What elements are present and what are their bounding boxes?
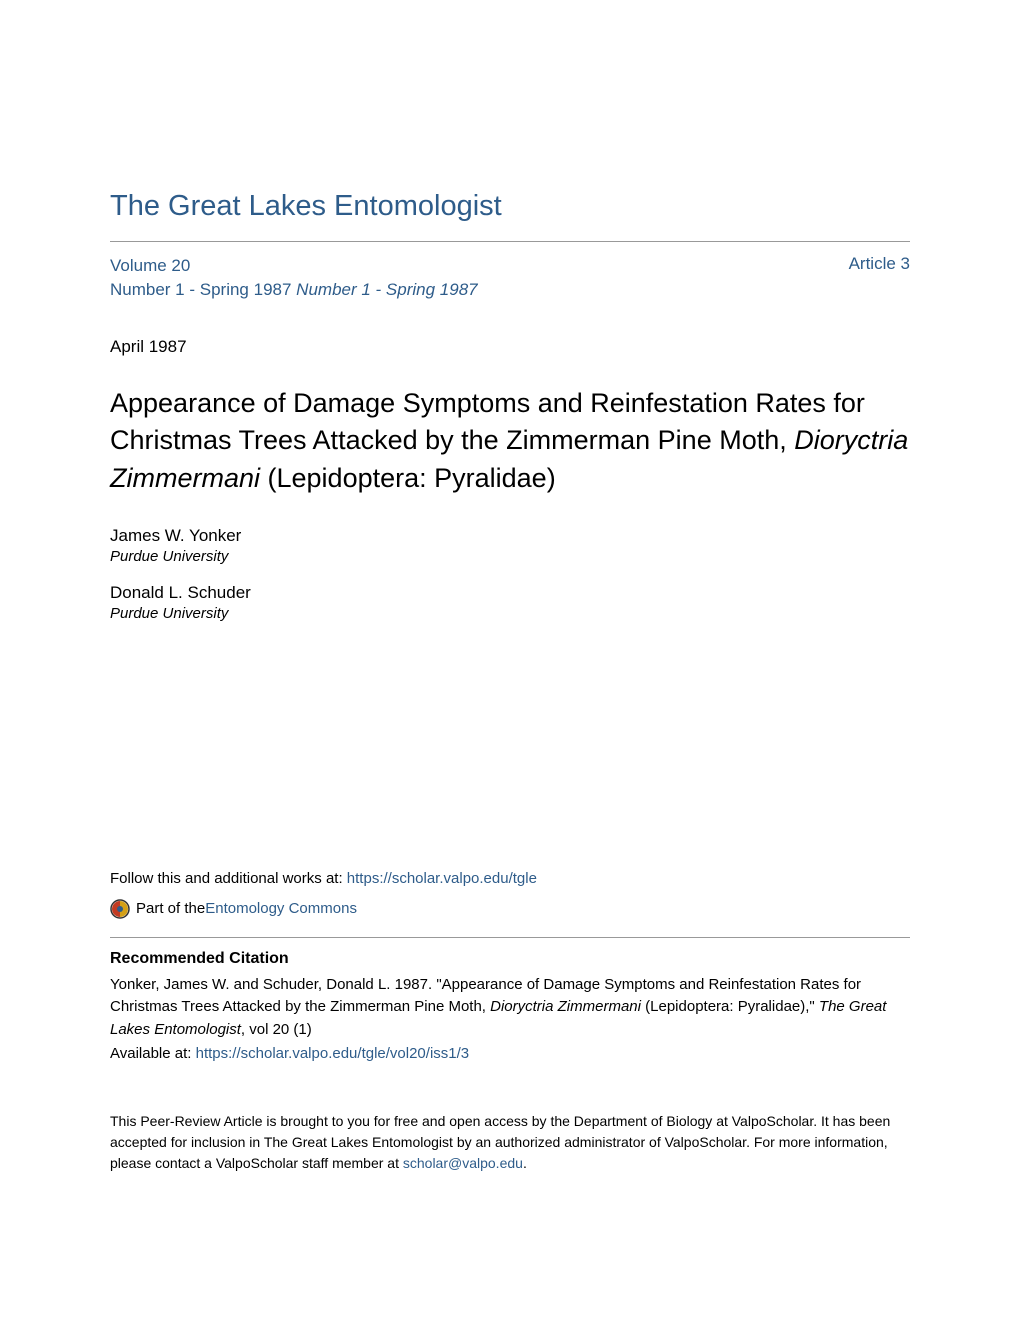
divider-top — [110, 241, 910, 242]
recommended-citation-heading: Recommended Citation — [110, 950, 910, 968]
volume-link[interactable]: Volume 20 — [110, 256, 190, 275]
author-affiliation: Purdue University — [110, 605, 910, 622]
follow-line: Follow this and additional works at: htt… — [110, 870, 910, 887]
citation-text: Yonker, James W. and Schuder, Donald L. … — [110, 974, 910, 1042]
citation-italic1: Dioryctria Zimmermani — [490, 998, 641, 1015]
article-number: Article 3 — [849, 254, 910, 274]
citation-part3: (Lepidoptera: Pyralidae)," — [641, 998, 819, 1015]
follow-link[interactable]: https://scholar.valpo.edu/tgle — [347, 870, 537, 887]
footer-email-link[interactable]: scholar@valpo.edu — [403, 1155, 523, 1171]
publication-date: April 1987 — [110, 337, 910, 357]
follow-prefix: Follow this and additional works at: — [110, 870, 347, 887]
commons-link[interactable]: Entomology Commons — [205, 900, 357, 917]
spacer — [110, 640, 910, 870]
author-block-1: James W. Yonker Purdue University — [110, 526, 910, 565]
author-name: Donald L. Schuder — [110, 583, 910, 603]
number-link[interactable]: Number 1 - Spring 1987 Number 1 - Spring… — [110, 280, 478, 299]
article-title: Appearance of Damage Symptoms and Reinfe… — [110, 385, 910, 498]
available-prefix: Available at: — [110, 1045, 196, 1062]
title-part3: (Lepidoptera: Pyralidae) — [260, 463, 556, 493]
footer-text: This Peer-Review Article is brought to y… — [110, 1111, 910, 1174]
commons-line: Part of the Entomology Commons — [110, 899, 910, 919]
author-affiliation: Purdue University — [110, 548, 910, 565]
footer-spacer — [110, 1066, 910, 1111]
author-block-2: Donald L. Schuder Purdue University — [110, 583, 910, 622]
journal-title-link[interactable]: The Great Lakes Entomologist — [110, 190, 502, 222]
author-name: James W. Yonker — [110, 526, 910, 546]
commons-icon — [110, 899, 130, 919]
available-line: Available at: https://scholar.valpo.edu/… — [110, 1043, 910, 1066]
available-link[interactable]: https://scholar.valpo.edu/tgle/vol20/iss… — [196, 1045, 470, 1062]
issue-row: Volume 20 Number 1 - Spring 1987 Number … — [110, 254, 910, 302]
issue-info: Volume 20 Number 1 - Spring 1987 Number … — [110, 254, 478, 302]
footer-part2: . — [523, 1155, 527, 1171]
journal-title: The Great Lakes Entomologist — [110, 190, 910, 223]
title-part1: Appearance of Damage Symptoms and Reinfe… — [110, 388, 865, 456]
number-text: Number 1 - Spring 1987 — [110, 280, 291, 299]
number-italic: Number 1 - Spring 1987 — [296, 280, 477, 299]
citation-part5: , vol 20 (1) — [241, 1021, 312, 1038]
divider-citation — [110, 937, 910, 938]
commons-prefix: Part of the — [136, 900, 205, 917]
article-number-link[interactable]: Article 3 — [849, 254, 910, 273]
